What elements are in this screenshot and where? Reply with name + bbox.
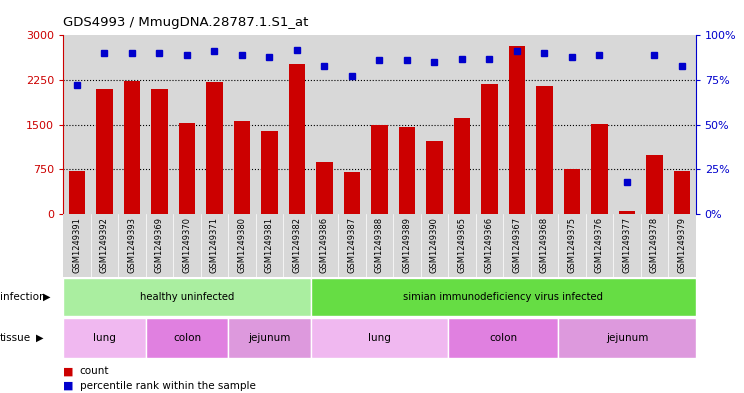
Bar	[399, 127, 415, 214]
Text: jejunum: jejunum	[606, 333, 648, 343]
Text: jejunum: jejunum	[248, 333, 291, 343]
Bar	[146, 318, 228, 358]
Bar	[619, 211, 635, 214]
Text: GSM1249389: GSM1249389	[403, 217, 411, 273]
Bar	[371, 125, 388, 214]
Text: infection: infection	[0, 292, 45, 302]
Text: lung: lung	[93, 333, 116, 343]
Bar	[646, 154, 663, 214]
Text: simian immunodeficiency virus infected: simian immunodeficiency virus infected	[403, 292, 603, 302]
Text: GSM1249371: GSM1249371	[210, 217, 219, 273]
Bar	[558, 318, 696, 358]
Text: tissue: tissue	[0, 333, 31, 343]
Text: GSM1249386: GSM1249386	[320, 217, 329, 274]
Bar	[68, 171, 86, 214]
Text: GSM1249391: GSM1249391	[72, 217, 82, 273]
Text: GSM1249387: GSM1249387	[347, 217, 356, 274]
Text: percentile rank within the sample: percentile rank within the sample	[80, 381, 255, 391]
Bar	[426, 141, 443, 214]
Text: count: count	[80, 366, 109, 376]
Text: ■: ■	[63, 366, 74, 376]
Text: GSM1249381: GSM1249381	[265, 217, 274, 273]
Text: GSM1249380: GSM1249380	[237, 217, 246, 273]
Bar	[289, 64, 305, 214]
Bar	[124, 81, 140, 214]
Bar	[206, 82, 222, 214]
Text: GSM1249367: GSM1249367	[513, 217, 522, 274]
Text: GSM1249382: GSM1249382	[292, 217, 301, 273]
Bar	[261, 131, 278, 214]
Text: GSM1249378: GSM1249378	[650, 217, 659, 274]
Bar	[448, 318, 558, 358]
Text: colon: colon	[173, 333, 201, 343]
Text: GSM1249379: GSM1249379	[677, 217, 687, 273]
Bar	[509, 46, 525, 214]
Text: GDS4993 / MmugDNA.28787.1.S1_at: GDS4993 / MmugDNA.28787.1.S1_at	[63, 16, 309, 29]
Text: ▶: ▶	[43, 292, 51, 302]
Text: GSM1249393: GSM1249393	[127, 217, 136, 273]
Text: GSM1249377: GSM1249377	[623, 217, 632, 274]
Bar	[63, 318, 146, 358]
Bar	[228, 318, 311, 358]
Text: GSM1249392: GSM1249392	[100, 217, 109, 273]
Bar	[564, 169, 580, 214]
Text: GSM1249390: GSM1249390	[430, 217, 439, 273]
Bar	[311, 318, 448, 358]
Text: GSM1249376: GSM1249376	[595, 217, 604, 274]
Bar	[454, 118, 470, 214]
Bar	[344, 172, 360, 214]
Text: GSM1249388: GSM1249388	[375, 217, 384, 274]
Text: GSM1249366: GSM1249366	[485, 217, 494, 274]
Text: GSM1249365: GSM1249365	[458, 217, 466, 273]
Text: lung: lung	[368, 333, 391, 343]
Text: ■: ■	[63, 381, 74, 391]
Bar	[151, 89, 167, 214]
Text: ▶: ▶	[36, 333, 43, 343]
Bar	[179, 123, 195, 214]
Bar	[311, 278, 696, 316]
Bar	[591, 124, 608, 214]
Text: healthy uninfected: healthy uninfected	[140, 292, 234, 302]
Bar	[536, 86, 553, 214]
Bar	[96, 89, 113, 214]
Bar	[63, 278, 311, 316]
Text: GSM1249370: GSM1249370	[182, 217, 191, 273]
Text: GSM1249369: GSM1249369	[155, 217, 164, 273]
Bar	[234, 121, 250, 214]
Text: colon: colon	[489, 333, 517, 343]
Bar	[673, 171, 690, 214]
Text: GSM1249368: GSM1249368	[540, 217, 549, 274]
Bar	[316, 162, 333, 214]
Text: GSM1249375: GSM1249375	[568, 217, 577, 273]
Bar	[481, 84, 498, 214]
